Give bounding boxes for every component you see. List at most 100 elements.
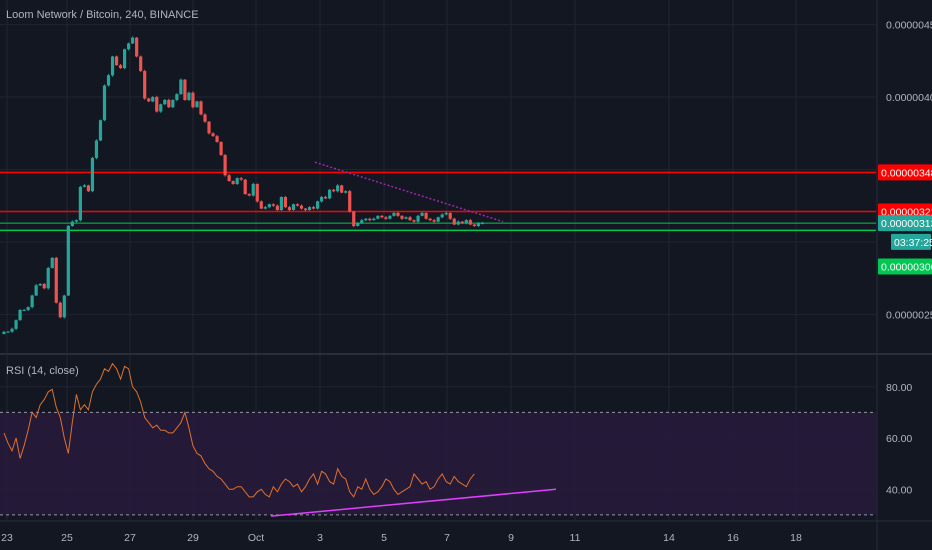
candle-body-57 bbox=[231, 181, 235, 184]
candle-body-37 bbox=[151, 97, 155, 102]
candle-body-48 bbox=[195, 101, 199, 108]
price-tag-label-4: 0.00000306 bbox=[881, 262, 932, 274]
candle-body-105 bbox=[424, 212, 428, 219]
candle-body-20 bbox=[82, 185, 86, 187]
rsi-tick-label-2: 40.00 bbox=[886, 484, 912, 496]
candle-body-29 bbox=[118, 65, 123, 69]
time-tick-label-2: 27 bbox=[124, 532, 136, 544]
candle-body-70 bbox=[283, 197, 287, 208]
candle-body-55 bbox=[223, 154, 227, 176]
candle-body-36 bbox=[147, 98, 151, 102]
candle-body-111 bbox=[448, 212, 452, 219]
price-trendline bbox=[314, 161, 504, 223]
rsi-band-fill bbox=[0, 412, 876, 515]
rsi-legend[interactable]: RSI (14, close) bbox=[6, 365, 79, 377]
candle-body-7 bbox=[30, 295, 34, 308]
candle-body-0 bbox=[2, 331, 6, 334]
candle-body-114 bbox=[460, 221, 464, 224]
candle-body-76 bbox=[307, 207, 312, 211]
horizontal-levels bbox=[0, 171, 876, 232]
candle-body-109 bbox=[440, 214, 444, 218]
time-tick-label-11: 16 bbox=[727, 532, 739, 544]
candle-body-46 bbox=[187, 92, 191, 100]
candle-body-60 bbox=[243, 179, 247, 195]
symbol-legend[interactable]: Loom Network / Bitcoin, 240, BINANCE bbox=[6, 9, 199, 21]
time-tick-label-10: 14 bbox=[663, 532, 675, 544]
rsi-trendline bbox=[270, 488, 557, 517]
candle-body-118 bbox=[476, 223, 480, 226]
price-tag-bg-4 bbox=[878, 258, 932, 275]
candle-body-47 bbox=[191, 92, 195, 108]
candle-body-90 bbox=[364, 218, 368, 221]
candle-body-110 bbox=[444, 212, 448, 215]
candle-body-56 bbox=[227, 175, 231, 182]
candle-body-86 bbox=[348, 191, 352, 212]
candle-body-33 bbox=[135, 37, 139, 57]
candle-body-77 bbox=[311, 207, 316, 209]
time-axis[interactable]: 23 25 27 29 Oct 3 5 7 9 11 14 16 18 bbox=[1, 532, 802, 544]
time-tick-label-1: 25 bbox=[61, 532, 73, 544]
candle-body-41 bbox=[167, 99, 171, 108]
descending-trendline bbox=[314, 161, 504, 223]
candle-body-22 bbox=[90, 157, 95, 192]
candle-body-89 bbox=[360, 220, 364, 224]
candle-body-15 bbox=[62, 295, 66, 318]
candle-body-52 bbox=[211, 133, 215, 137]
candle-body-64 bbox=[259, 201, 263, 209]
candle-body-78 bbox=[315, 201, 320, 209]
candle-body-45 bbox=[183, 79, 187, 100]
candle-body-112 bbox=[452, 218, 456, 225]
candle-body-24 bbox=[98, 120, 103, 141]
candle-body-81 bbox=[328, 189, 332, 199]
candle-body-95 bbox=[384, 217, 388, 219]
candle-body-28 bbox=[114, 56, 119, 66]
candle-body-102 bbox=[412, 220, 416, 222]
candle-body-35 bbox=[143, 70, 147, 99]
time-tick-label-3: 29 bbox=[187, 532, 199, 544]
candle-body-40 bbox=[163, 99, 167, 105]
candle-body-79 bbox=[319, 197, 324, 202]
candle-body-3 bbox=[14, 320, 18, 329]
time-tick-label-5: 3 bbox=[317, 532, 323, 544]
candle-body-65 bbox=[263, 207, 267, 209]
candle-body-80 bbox=[324, 197, 328, 199]
candle-body-82 bbox=[332, 189, 336, 192]
candle-body-98 bbox=[396, 212, 400, 216]
candle-body-18 bbox=[74, 220, 78, 222]
candle-body-100 bbox=[404, 217, 408, 219]
candle-body-72 bbox=[291, 204, 296, 211]
price-tick-label-0: 0.00000450 bbox=[886, 20, 932, 32]
candle-body-19 bbox=[78, 186, 82, 221]
candle-body-10 bbox=[42, 283, 46, 289]
candle-body-13 bbox=[54, 257, 58, 303]
candle-body-30 bbox=[123, 49, 127, 69]
price-tick-label-1: 0.00000400 bbox=[886, 92, 932, 104]
price-tag-bg-0 bbox=[878, 164, 932, 181]
candle-body-115 bbox=[464, 220, 468, 224]
candle-body-117 bbox=[472, 224, 476, 226]
time-tick-label-7: 7 bbox=[444, 532, 450, 544]
price-tag-bg-3 bbox=[891, 233, 931, 250]
rsi-pane bbox=[0, 362, 876, 517]
candle-body-53 bbox=[215, 136, 219, 142]
rsi-tick-label-1: 60.00 bbox=[886, 433, 912, 445]
candle-body-44 bbox=[179, 79, 183, 95]
candle-body-108 bbox=[436, 217, 440, 222]
time-tick-label-9: 11 bbox=[570, 532, 581, 544]
candle-body-58 bbox=[235, 178, 239, 184]
candle-body-119 bbox=[480, 223, 484, 225]
candle-body-91 bbox=[368, 218, 372, 221]
candle-body-26 bbox=[106, 75, 111, 86]
candle-body-8 bbox=[34, 285, 38, 296]
candle-body-38 bbox=[155, 97, 159, 112]
candle-body-61 bbox=[247, 194, 251, 196]
candle-body-74 bbox=[299, 205, 304, 209]
candle-body-73 bbox=[295, 204, 300, 206]
price-tag-label-0: 0.00000348 bbox=[881, 167, 932, 179]
candle-body-23 bbox=[94, 140, 99, 158]
candle-body-25 bbox=[102, 85, 107, 121]
price-tags: 0.000003480.000003210.0000031303:37:250.… bbox=[878, 164, 932, 275]
candle-body-43 bbox=[175, 94, 179, 100]
time-tick-label-4: Oct bbox=[248, 532, 264, 544]
